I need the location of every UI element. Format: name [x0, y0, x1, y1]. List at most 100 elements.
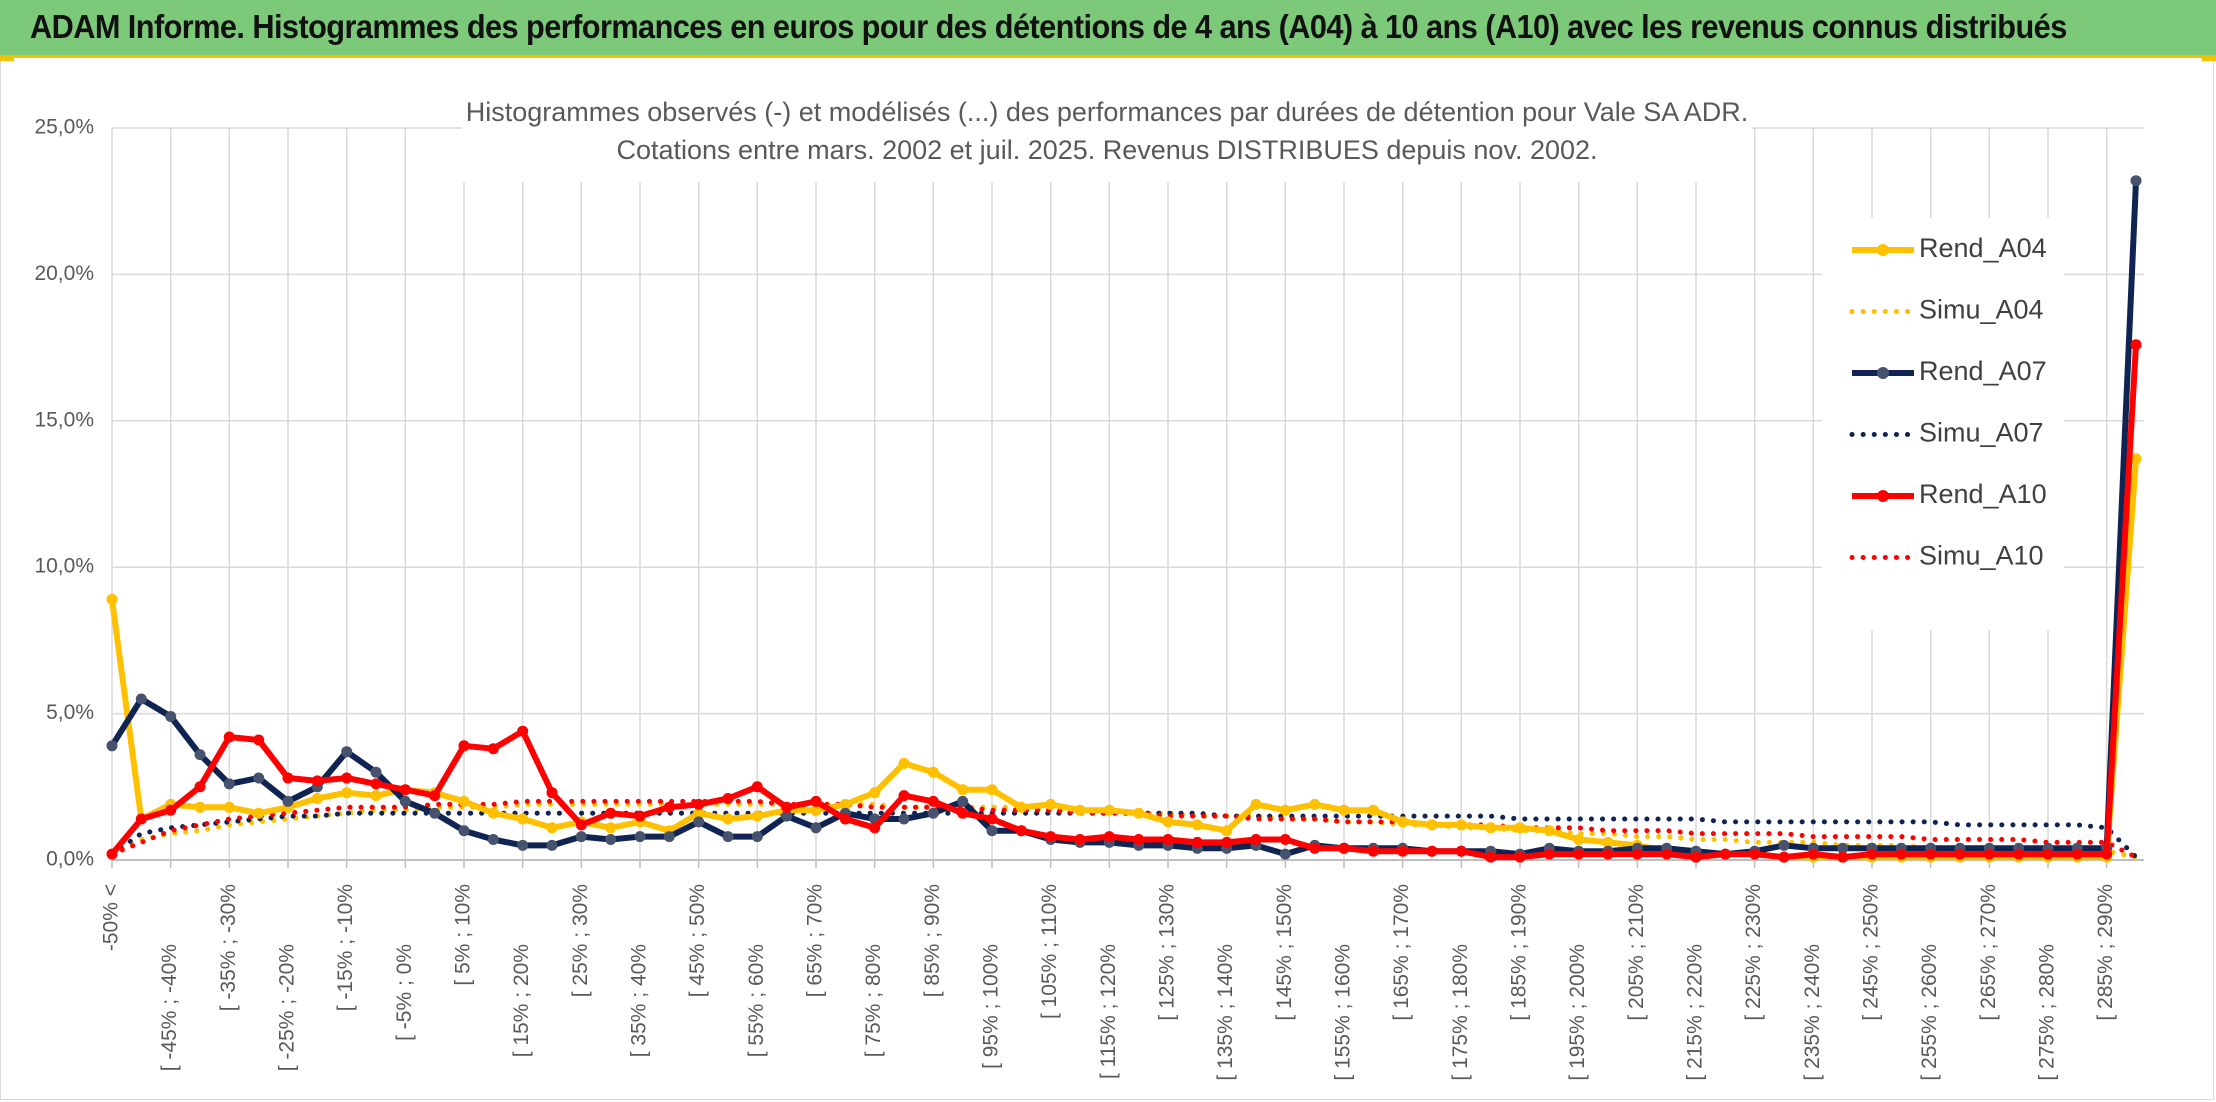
data-point [693, 798, 705, 810]
data-point [341, 787, 353, 799]
data-point [1455, 819, 1467, 831]
series-markers-rend-a10 [106, 339, 2142, 863]
data-point [1426, 845, 1438, 857]
report-banner: ADAM Informe. Histogrammes des performan… [0, 0, 2216, 58]
data-point [1367, 804, 1379, 816]
x-tick-label: [ -35% ; -30% [217, 884, 240, 1011]
x-tick-label: [ 155% ; 160% [1332, 944, 1355, 1081]
data-point [1162, 816, 1174, 828]
data-point [722, 793, 734, 804]
data-point [253, 772, 265, 784]
data-point [370, 766, 382, 778]
data-point [135, 813, 147, 825]
data-point [1543, 848, 1555, 860]
x-axis: -50% < [ -45% ; -40% [ -35% ; -30% [ -25% ;… [100, 859, 2144, 1081]
data-point [370, 790, 382, 802]
chart-title-line-2: Cotations entre mars. 2002 et juil. 2025… [616, 135, 1597, 165]
x-tick-label: [ 265% ; 270% [1977, 884, 2000, 1021]
x-tick-label: [ 65% ; 70% [804, 884, 827, 997]
data-point [1397, 816, 1409, 828]
data-point [1015, 801, 1027, 813]
data-point [458, 740, 470, 752]
data-point [927, 766, 939, 778]
data-point [1602, 848, 1614, 860]
data-point [223, 801, 235, 813]
data-point [135, 693, 147, 705]
data-point [1367, 845, 1379, 857]
data-point [810, 822, 822, 834]
data-point [1162, 834, 1174, 845]
x-tick-label: [ 25% ; 30% [569, 884, 592, 997]
data-point [869, 787, 881, 799]
data-point [341, 746, 353, 758]
data-point [663, 801, 675, 813]
x-tick-label: [ 45% ; 50% [686, 884, 709, 997]
data-point [1837, 842, 1849, 854]
legend-label-simu-a04: Simu_A04 [1919, 295, 2044, 325]
title-backdrop [462, 98, 1752, 182]
data-point [1602, 836, 1614, 848]
data-point [810, 795, 822, 807]
data-point [1103, 831, 1115, 843]
data-point [575, 831, 587, 843]
data-point [106, 593, 118, 605]
data-point [605, 822, 617, 834]
data-point [1455, 845, 1467, 857]
legend-marker-rend-a04 [1877, 244, 1889, 256]
data-point [986, 813, 998, 825]
data-point [341, 772, 353, 784]
legend-label-simu-a10: Simu_A10 [1919, 541, 2044, 571]
data-point [165, 711, 177, 722]
data-point [898, 790, 910, 802]
x-tick-label: [ 215% ; 220% [1684, 944, 1707, 1081]
data-point [1103, 804, 1115, 816]
data-point [106, 740, 118, 752]
legend-label-rend-a04: Rend_A04 [1919, 233, 2047, 263]
data-point [399, 795, 411, 807]
data-point [1045, 831, 1057, 843]
data-point [194, 781, 206, 793]
data-point [282, 795, 294, 807]
data-point [253, 734, 265, 746]
data-point [722, 813, 734, 825]
data-point [1719, 848, 1731, 860]
x-tick-label: [ 205% ; 210% [1625, 884, 1648, 1021]
data-point [1133, 834, 1145, 845]
data-point [1543, 825, 1555, 837]
corner-accent-left [0, 56, 14, 61]
x-tick-label: [ 275% ; 280% [2036, 944, 2059, 1081]
data-point [605, 807, 617, 819]
data-point [751, 810, 763, 822]
data-point [223, 731, 235, 743]
data-point [927, 795, 939, 807]
x-tick-label: [ -5% ; 0% [393, 944, 416, 1041]
data-point [194, 801, 206, 813]
x-tick-label: [ 55% ; 60% [745, 944, 768, 1057]
legend-label-simu-a07: Simu_A07 [1919, 418, 2044, 448]
data-point [429, 807, 441, 819]
data-point [1749, 848, 1761, 860]
y-tick-label: 20,0% [34, 262, 94, 285]
data-point [1221, 836, 1233, 848]
x-tick-label: [ 145% ; 150% [1273, 884, 1296, 1021]
report-title: ADAM Informe. Histogrammes des performan… [30, 8, 2067, 45]
data-point [487, 743, 499, 755]
y-tick-label: 5,0% [46, 701, 94, 724]
x-tick-label: [ 255% ; 260% [1918, 944, 1941, 1081]
data-point [1250, 834, 1262, 845]
data-point [957, 795, 969, 807]
data-point [517, 725, 529, 737]
data-point [1250, 798, 1262, 810]
data-point [575, 819, 587, 831]
data-point [546, 787, 558, 799]
data-point [2130, 339, 2142, 351]
x-tick-label: [ 245% ; 250% [1860, 884, 1883, 1021]
data-point [751, 831, 763, 843]
data-point [957, 807, 969, 819]
data-point [1074, 834, 1086, 845]
data-point [1837, 851, 1849, 863]
data-point [634, 810, 646, 822]
x-tick-label: [ -45% ; -40% [158, 944, 181, 1071]
data-point [311, 793, 323, 804]
data-point [1954, 848, 1966, 860]
